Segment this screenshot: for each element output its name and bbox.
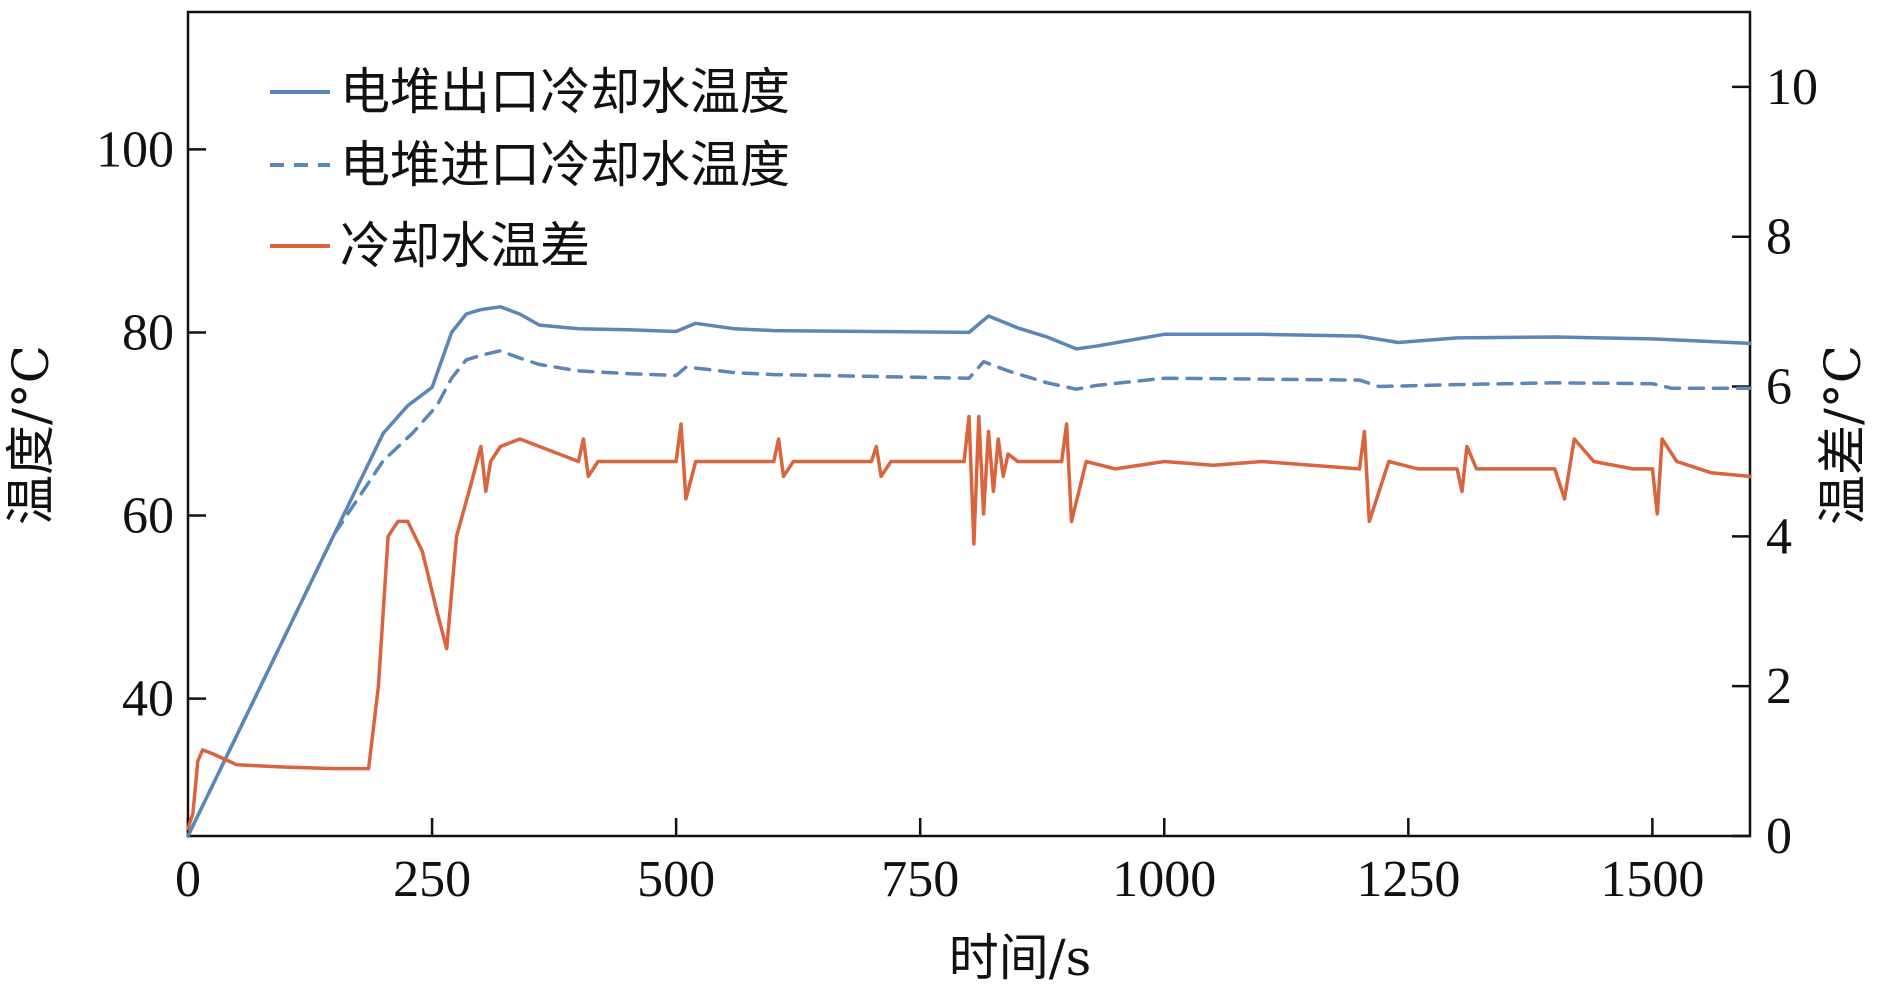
right-axis-ticks: 0 2 4 6 8 10 [1732, 59, 1818, 865]
legend-label-2: 电堆进口冷却水温度 [340, 136, 790, 194]
right-y-tick-label: 4 [1766, 508, 1792, 565]
series-line-1 [186, 305, 1752, 838]
x-axis-ticks: 0 250 500 750 1000 1250 1500 [175, 818, 1704, 908]
left-y-tick-label: 100 [96, 121, 174, 178]
right-y-tick-label: 2 [1766, 658, 1792, 715]
series-layer [186, 305, 1752, 838]
left-y-tick-label: 60 [122, 488, 174, 545]
x-tick-label: 500 [637, 851, 715, 908]
left-y-tick-label: 40 [122, 671, 174, 728]
left-y-tick-label: 80 [122, 304, 174, 361]
right-y-tick-label: 10 [1766, 59, 1818, 116]
x-axis-title: 时间/s [949, 929, 1092, 987]
left-y-axis-title: 温度/°C [2, 345, 60, 525]
right-y-axis-title: 温差/°C [1814, 345, 1872, 525]
right-y-tick-label: 0 [1766, 808, 1792, 865]
x-tick-label: 0 [175, 851, 201, 908]
plot-border [186, 10, 1752, 838]
series-line-3 [186, 414, 1752, 831]
series-line-2 [186, 349, 1752, 838]
legend-label-1: 电堆出口冷却水温度 [340, 63, 790, 121]
left-axis-ticks: 40 60 80 100 [96, 121, 206, 728]
x-tick-label: 750 [881, 851, 959, 908]
right-y-tick-label: 8 [1766, 209, 1792, 266]
legend-label-3: 冷却水温差 [340, 217, 590, 275]
right-y-tick-label: 6 [1766, 359, 1792, 416]
x-tick-label: 250 [393, 851, 471, 908]
x-tick-label: 1000 [1112, 851, 1216, 908]
plot-frame [186, 10, 1752, 838]
x-tick-label: 1250 [1356, 851, 1460, 908]
x-tick-label: 1500 [1600, 851, 1704, 908]
